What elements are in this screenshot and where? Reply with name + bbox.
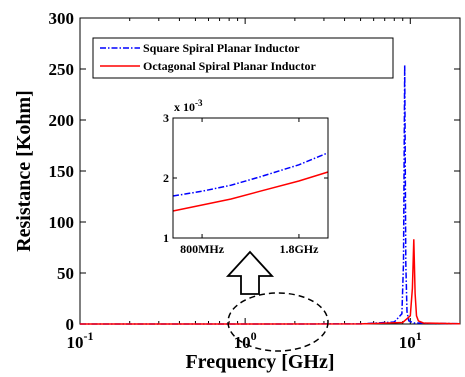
y-tick-label: 250 [49,60,75,79]
inset-y-tick-label: 3 [163,111,169,125]
inset-x-tick-label: 1.8GHz [279,242,319,256]
inset-x-tick-label: 800MHz [180,242,225,256]
inset-series-group [172,152,329,212]
y-tick-label: 200 [49,111,75,130]
x-tick-label: 101 [399,329,422,352]
zoom-arrow-icon [225,250,275,295]
x-tick-labels: 10-1 100 101 [67,329,422,352]
x-tick-label: 10-1 [67,329,94,352]
x-tick-label: 100 [234,329,257,352]
legend-box [92,37,394,79]
inset-axis-ticks [173,117,328,239]
y-tick-labels: 0 50 100 150 200 250 300 [49,9,75,334]
inset-y-tick-label: 1 [163,231,169,245]
legend: Square Spiral Planar Inductor Octagonal … [92,37,394,79]
y-axis-label: Resistance [Kohm] [13,90,35,252]
inset-background [173,118,328,238]
inset-y-tick-labels: 1 2 3 [163,111,169,245]
zoom-region-ellipse [227,292,329,352]
inset-series-line-1 [172,171,329,212]
inset-x-tick-labels: 800MHz 1.8GHz [180,242,319,256]
y-tick-label: 100 [49,213,75,232]
y-tick-label: 150 [49,162,75,181]
legend-label-square: Square Spiral Planar Inductor [143,41,300,55]
legend-label-octagonal: Octagonal Spiral Planar Inductor [143,59,316,73]
main-axis-ticks [79,17,461,325]
main-series-group [80,64,461,325]
y-tick-label: 50 [57,264,74,283]
inset-chart: 1 2 3 800MHz 1.8GHz x 10-3 [163,98,329,256]
inset-series-line-0 [172,152,329,197]
series-line-1 [80,239,461,325]
y-tick-label: 0 [66,315,75,334]
x-axis-label: Frequency [GHz] [185,351,334,373]
inset-y-tick-label: 2 [163,171,169,185]
inset-multiplier-label: x 10-3 [174,98,203,114]
y-tick-label: 300 [49,9,75,28]
